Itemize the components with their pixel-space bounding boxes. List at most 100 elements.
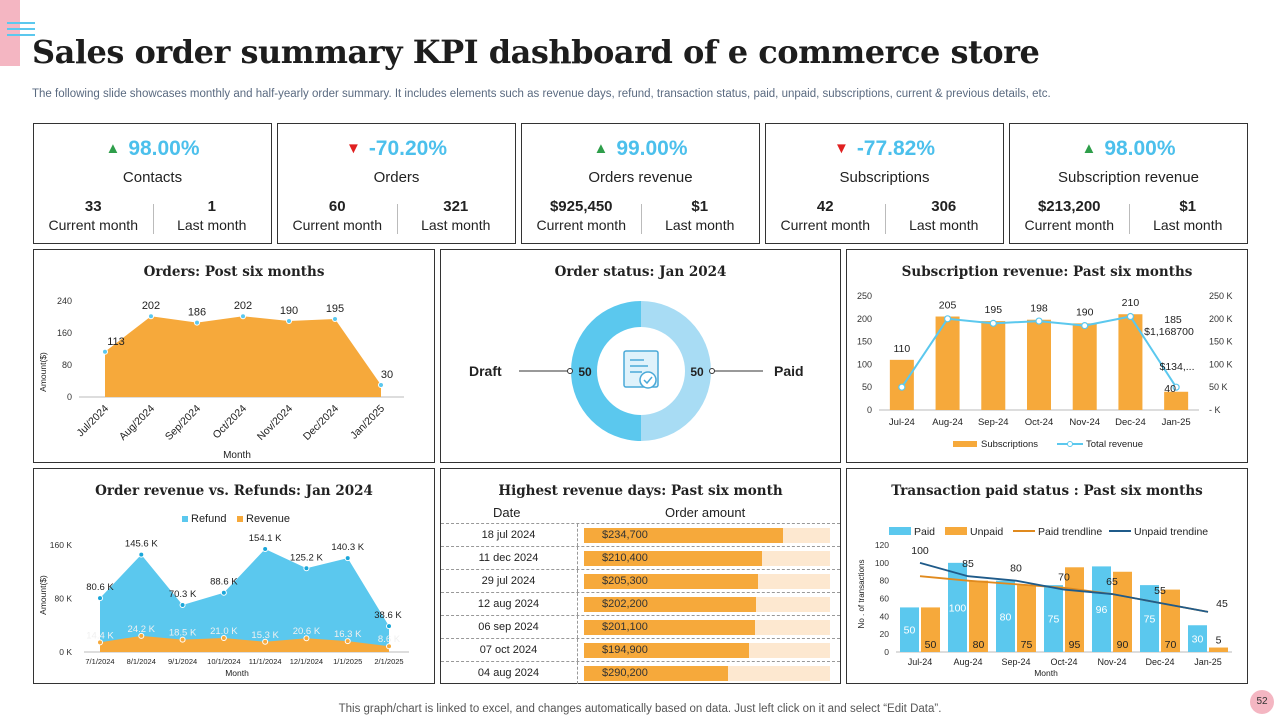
y-tick-label: 50	[862, 382, 872, 392]
x-tick-label: 10/1/2024	[207, 657, 240, 666]
revenue-point	[1081, 322, 1089, 330]
transaction-status-title: Transaction paid status : Past six month…	[891, 483, 1203, 499]
kpi-last: $1 Last month	[641, 198, 760, 233]
paid-bar-label: 75	[1048, 614, 1060, 626]
revenue-label: 20.6 K	[293, 626, 321, 637]
x-axis-title: Month	[225, 668, 249, 678]
data-point	[286, 318, 292, 324]
revenue-day-date: 12 aug 2024	[477, 598, 540, 610]
x-tick-label: Aug/2024	[117, 403, 157, 443]
revenue-point	[898, 383, 906, 391]
x-tick-label: Aug-24	[932, 417, 963, 428]
x-tick-label: Dec-24	[1145, 657, 1174, 667]
kpi-current-value: $213,200	[1037, 198, 1101, 215]
x-tick-label: 1/1/2025	[333, 657, 362, 666]
kpi-label: Subscriptions	[839, 169, 930, 186]
x-tick-label: Oct-24	[1050, 657, 1077, 667]
kpi-divider	[396, 204, 398, 234]
kpi-last-label: Last month	[665, 217, 735, 233]
kpi-last: 1 Last month	[153, 198, 272, 233]
unpaid-bar-label: 75	[1021, 639, 1033, 651]
x-axis-title: Month	[1034, 668, 1058, 678]
menu-icon[interactable]	[7, 22, 35, 38]
trend-up-icon: ▲	[1081, 140, 1097, 157]
revenue-day-row: 29 jul 2024 $205,300	[441, 569, 840, 592]
bar-value-label: 205	[939, 300, 957, 312]
legend-label: Paid	[914, 526, 935, 538]
kpi-current: $925,450 Current month	[522, 198, 641, 233]
trendline-label: 85	[962, 558, 974, 570]
amount-bar-label: $234,700	[602, 529, 648, 541]
revenue-area	[100, 635, 389, 652]
refund-label: 38.6 K	[374, 610, 402, 621]
kpi-last-value: $1	[1179, 198, 1197, 215]
revenue-point	[262, 638, 269, 645]
y-tick-label: 120	[875, 540, 889, 550]
y2-tick-label: 250 K	[1209, 291, 1233, 301]
revenue-point	[138, 632, 145, 639]
legend-label: Total revenue	[1086, 439, 1143, 450]
amount-bar	[584, 597, 756, 612]
transaction-status-panel: Transaction paid status : Past six month…	[846, 468, 1248, 684]
legend-swatch-refund	[182, 516, 188, 522]
data-point	[194, 319, 200, 326]
row-separator	[577, 639, 578, 661]
order-status-panel: Order status: Jan 2024 Draft Paid 50 50	[440, 249, 841, 463]
subscription-bar	[981, 321, 1006, 410]
amount-bar	[584, 551, 763, 566]
trendline-label: 70	[1058, 572, 1070, 584]
kpi-label: Subscription revenue	[1058, 169, 1199, 186]
legend-swatch	[889, 527, 911, 535]
kpi-card-contacts: ▲ 98.00% Contacts 33 Current month 1 Last mont…	[33, 123, 272, 244]
y-tick-label: 240	[57, 296, 72, 306]
revenue-label: 21.0 K	[210, 626, 238, 637]
refund-point	[220, 589, 227, 596]
bar-value-label: 195	[985, 304, 1003, 316]
kpi-percentage: ▼ -70.20%	[278, 137, 515, 161]
page-number: 52	[1250, 690, 1274, 714]
amount-bar-track: $290,200	[584, 666, 830, 681]
revenue-day-date: 11 dec 2024	[478, 552, 539, 564]
orders-area	[105, 316, 381, 397]
x-tick-label: Nov/2024	[255, 403, 295, 443]
kpi-percentage-value: 99.00%	[616, 137, 688, 160]
kpi-current-label: Current month	[780, 217, 870, 233]
y-tick-label: 0	[884, 647, 889, 657]
subscription-revenue-chart: 0 50 100 150 200 250 - K 50 K 100 K 150 K 200 K 250…	[857, 291, 1233, 450]
annotation-label: $1,168700	[1144, 326, 1194, 338]
x-tick-label: 12/1/2024	[290, 657, 323, 666]
kpi-last-label: Last month	[177, 217, 247, 233]
trend-up-icon: ▲	[593, 140, 609, 157]
revenue-label: 8.6 K	[378, 634, 401, 645]
page-title: Sales order summary KPI dashboard of e c…	[32, 33, 1040, 71]
unpaid-trendline	[919, 561, 1209, 613]
date-column-header: Date	[493, 505, 521, 520]
revenue-label: 18.5 K	[169, 628, 197, 639]
paid-bar	[996, 580, 1015, 652]
y-tick-label: 160 K	[50, 540, 73, 550]
kpi-last: $1 Last month	[1129, 198, 1248, 233]
kpi-current: $213,200 Current month	[1010, 198, 1129, 233]
legend-label: Refund	[191, 513, 226, 525]
revenue-point	[303, 635, 310, 642]
paid-bar-label: 80	[1000, 611, 1012, 623]
x-tick-label: Dec/2024	[301, 403, 341, 443]
revenue-label: 14.4 K	[86, 630, 114, 641]
refund-label: 140.3 K	[331, 542, 364, 553]
paid-bar-label: 75	[1144, 614, 1156, 626]
revenue-day-row: 18 jul 2024 $234,700	[441, 523, 840, 546]
y-tick-label: 80	[62, 360, 72, 370]
legend-swatch	[945, 527, 967, 535]
kpi-last: 321 Last month	[397, 198, 516, 233]
amount-bar	[584, 528, 784, 543]
refund-chart-panel: Order revenue vs. Refunds: Jan 2024 0 K 8…	[33, 468, 435, 684]
trend-up-icon: ▲	[105, 140, 121, 157]
unpaid-bar-label: 50	[925, 639, 937, 651]
revenue-days-panel: Highest revenue days: Past six month Dat…	[440, 468, 841, 684]
kpi-current-value: 33	[84, 198, 102, 215]
data-label: 195	[326, 303, 344, 315]
refund-label: 125.2 K	[290, 552, 323, 563]
x-tick-label: Jan-25	[1162, 417, 1191, 428]
amount-bar-label: $210,400	[602, 552, 648, 564]
y2-tick-label: 150 K	[1209, 337, 1233, 347]
